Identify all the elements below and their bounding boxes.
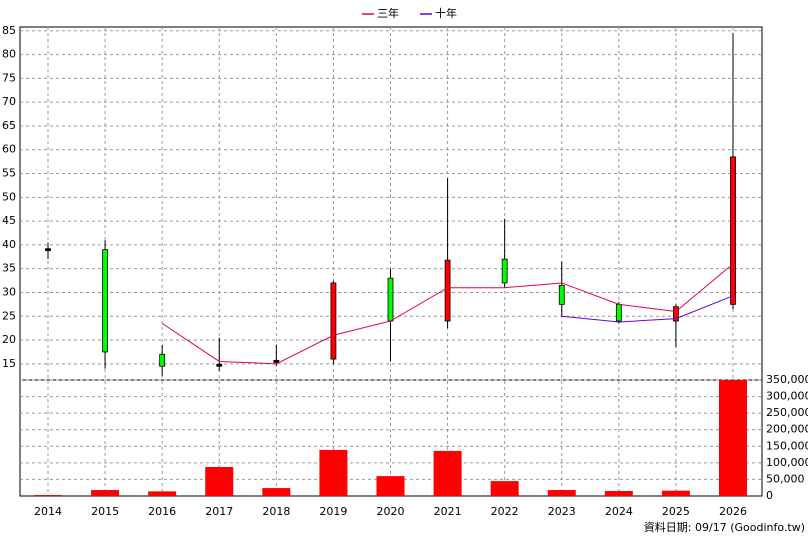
x-tick-label: 2017 bbox=[205, 505, 233, 518]
volume-bar bbox=[319, 449, 348, 496]
y2-tick-label: 250,000 bbox=[766, 406, 808, 419]
legend-label: 三年 bbox=[377, 6, 399, 20]
y-tick-label: 20 bbox=[2, 333, 16, 346]
y-tick-label: 30 bbox=[2, 285, 16, 298]
candle-body bbox=[615, 303, 622, 322]
candle-body bbox=[216, 363, 223, 367]
volume-bar bbox=[661, 490, 690, 496]
y2-tick-label: 100,000 bbox=[766, 456, 808, 469]
x-tick-label: 2022 bbox=[491, 505, 519, 518]
marks bbox=[34, 33, 747, 496]
volume-bar bbox=[433, 450, 462, 496]
candle-body bbox=[273, 360, 280, 363]
x-tick-label: 2016 bbox=[148, 505, 176, 518]
y-tick-label: 75 bbox=[2, 71, 16, 84]
volume-bar bbox=[34, 495, 62, 496]
y2-tick-label: 0 bbox=[766, 489, 773, 502]
x-tick-label: 2026 bbox=[719, 505, 747, 518]
candle-body bbox=[444, 259, 451, 322]
x-tick-label: 2015 bbox=[91, 505, 119, 518]
x-tick-label: 2014 bbox=[34, 505, 62, 518]
volume-bar bbox=[205, 467, 234, 496]
candle-body bbox=[501, 258, 508, 284]
candle-body bbox=[387, 277, 394, 322]
y2-tick-label: 200,000 bbox=[766, 423, 808, 436]
y-tick-label: 35 bbox=[2, 262, 16, 275]
volume-bar bbox=[262, 488, 291, 496]
candle-body bbox=[558, 284, 565, 305]
y-tick-label: 40 bbox=[2, 238, 16, 251]
x-tick-label: 2021 bbox=[434, 505, 462, 518]
volume-bar bbox=[91, 490, 120, 496]
ma-line bbox=[161, 263, 734, 365]
x-tick-label: 2020 bbox=[377, 505, 405, 518]
y2-tick-label: 300,000 bbox=[766, 390, 808, 403]
volume-bar bbox=[376, 476, 405, 496]
x-tick-label: 2025 bbox=[662, 505, 690, 518]
y-tick-label: 70 bbox=[2, 95, 16, 108]
y-tick-label: 45 bbox=[2, 214, 16, 227]
grid bbox=[20, 27, 762, 496]
legend-label: 十年 bbox=[435, 6, 457, 20]
y2-tick-label: 50,000 bbox=[766, 472, 805, 485]
x-tick-label: 2018 bbox=[262, 505, 290, 518]
candle-body bbox=[673, 306, 679, 322]
x-tick-label: 2023 bbox=[548, 505, 576, 518]
candle-body bbox=[159, 353, 166, 367]
volume-bar bbox=[719, 380, 747, 496]
ma-line bbox=[561, 295, 734, 323]
y-tick-label: 85 bbox=[2, 24, 16, 37]
volume-bar bbox=[490, 481, 519, 496]
y-tick-label: 15 bbox=[2, 357, 16, 370]
y2-tick-label: 350,000 bbox=[766, 373, 808, 386]
y-tick-label: 65 bbox=[2, 119, 16, 132]
y-tick-label: 50 bbox=[2, 190, 16, 203]
y-tick-label: 25 bbox=[2, 309, 16, 322]
volume-bar bbox=[604, 491, 633, 496]
x-tick-label: 2019 bbox=[319, 505, 347, 518]
candle-body bbox=[102, 249, 108, 353]
y-tick-label: 80 bbox=[2, 48, 16, 61]
y-tick-label: 60 bbox=[2, 143, 16, 156]
volume-bar bbox=[148, 491, 177, 496]
y2-tick-label: 150,000 bbox=[766, 439, 808, 452]
candle-body bbox=[730, 156, 736, 305]
x-tick-label: 2024 bbox=[605, 505, 633, 518]
volume-bar bbox=[547, 490, 576, 496]
footer: 資料日期: 09/17 (Goodinfo.tw) bbox=[644, 520, 805, 534]
candle-body bbox=[45, 248, 51, 252]
y-tick-label: 55 bbox=[2, 167, 16, 180]
candle-body bbox=[330, 282, 337, 360]
